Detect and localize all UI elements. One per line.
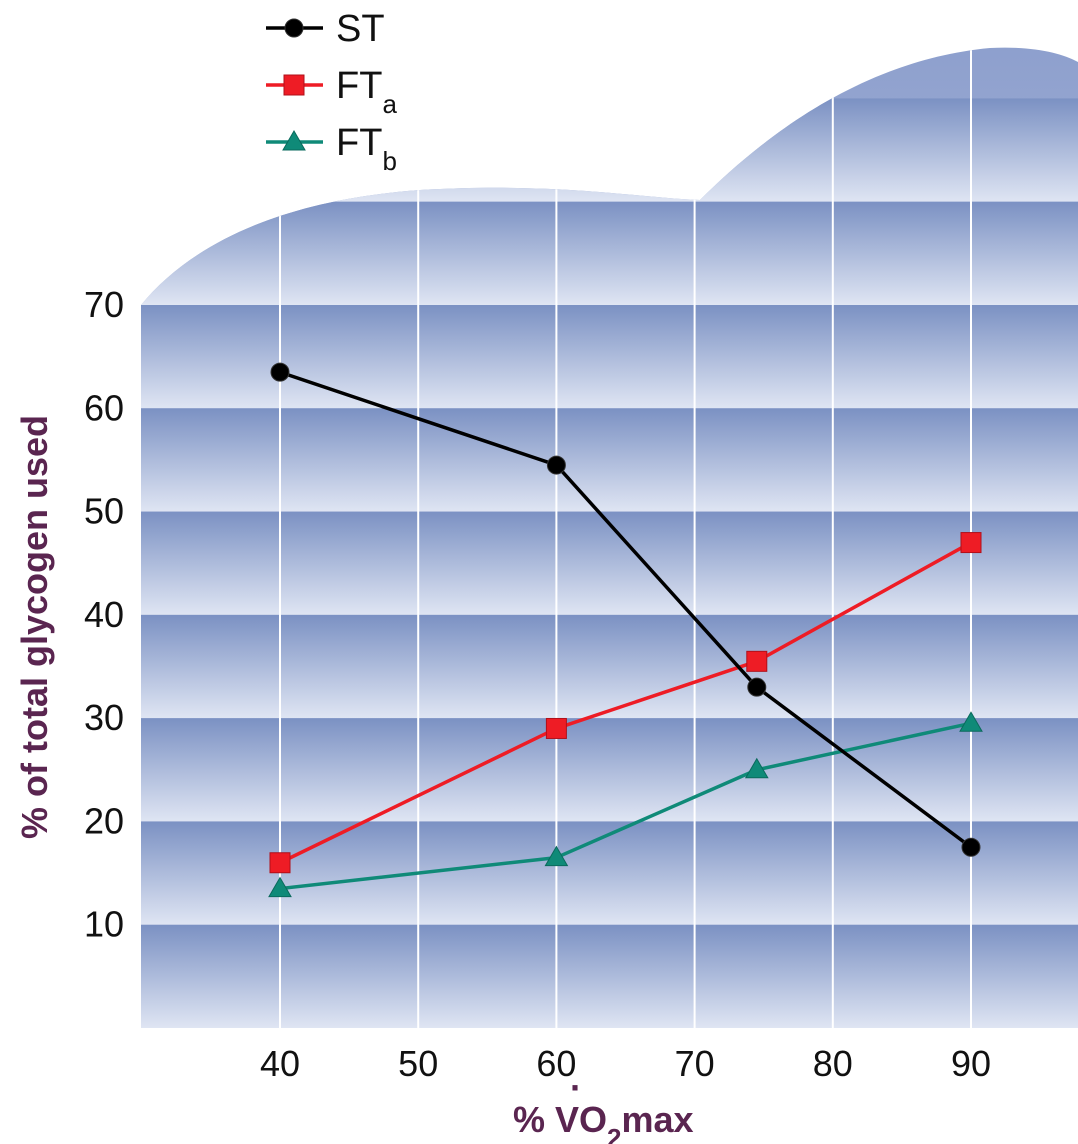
y-tick-label: 30 (84, 697, 124, 738)
y-tick-label: 60 (84, 387, 124, 428)
series-line (279, 721, 972, 891)
legend-item: ST (266, 8, 385, 50)
band (141, 408, 1078, 512)
data-point (268, 876, 292, 898)
x-tick-label: 60 (536, 1043, 576, 1084)
legend-swatch-marker (282, 130, 306, 151)
x-tick-label: 50 (398, 1043, 438, 1084)
data-point (961, 837, 981, 857)
gradient-bands (141, 98, 1078, 1028)
y-tick-label: 20 (84, 800, 124, 841)
y-tick-label: 70 (84, 284, 124, 325)
legend-swatch-marker (283, 74, 305, 96)
series-fta (269, 532, 982, 874)
x-tick-label: 90 (951, 1043, 991, 1084)
legend-label: FTa (336, 65, 397, 119)
series-layer (268, 362, 983, 898)
legend-swatch-marker (284, 18, 304, 38)
x-axis-title-symbol: V (555, 1099, 579, 1140)
band (141, 821, 1078, 925)
data-point (270, 362, 290, 382)
legend-item: FTa (266, 65, 397, 119)
y-tick-label: 50 (84, 491, 124, 532)
data-point (960, 532, 982, 554)
legend-label: ST (336, 8, 385, 50)
data-point (744, 757, 769, 779)
band (141, 511, 1078, 615)
legend-item: FTb (266, 122, 397, 176)
y-axis-title: % of total glycogen used (14, 415, 55, 839)
y-tick-labels: 10 20 30 40 50 60 70 (84, 284, 124, 945)
band (141, 718, 1078, 822)
band (141, 614, 1078, 719)
y-tick-label: 10 (84, 904, 124, 945)
band (141, 201, 1078, 305)
x-axis-title-suffix: max (622, 1099, 694, 1140)
x-axis-title-subscript: 2 (607, 1123, 621, 1144)
legend-label: FTb (336, 122, 397, 176)
series-st (270, 362, 981, 857)
series-line (279, 541, 972, 865)
plot-background (141, 47, 1078, 1028)
y-tick-label: 40 (84, 594, 124, 635)
data-point (746, 650, 768, 672)
data-point (747, 677, 767, 697)
data-point (545, 717, 567, 739)
band (141, 924, 1078, 1028)
series-line (279, 370, 973, 849)
band (141, 305, 1078, 409)
x-tick-labels: 40 50 60 70 80 90 (260, 1043, 991, 1084)
data-point (269, 852, 291, 874)
series-ftb (268, 711, 983, 898)
data-point (959, 711, 983, 732)
data-point (546, 455, 566, 475)
x-tick-label: 70 (675, 1043, 715, 1084)
data-point (544, 845, 569, 867)
x-axis-title-prefix: % (513, 1099, 555, 1140)
x-tick-label: 40 (260, 1043, 300, 1084)
x-axis-title: % VO2max (513, 1099, 694, 1144)
x-axis-title-sub: O (579, 1099, 607, 1140)
band (141, 98, 1078, 202)
x-tick-label: 80 (813, 1043, 853, 1084)
x-axis-title-dot: · (570, 1067, 582, 1108)
